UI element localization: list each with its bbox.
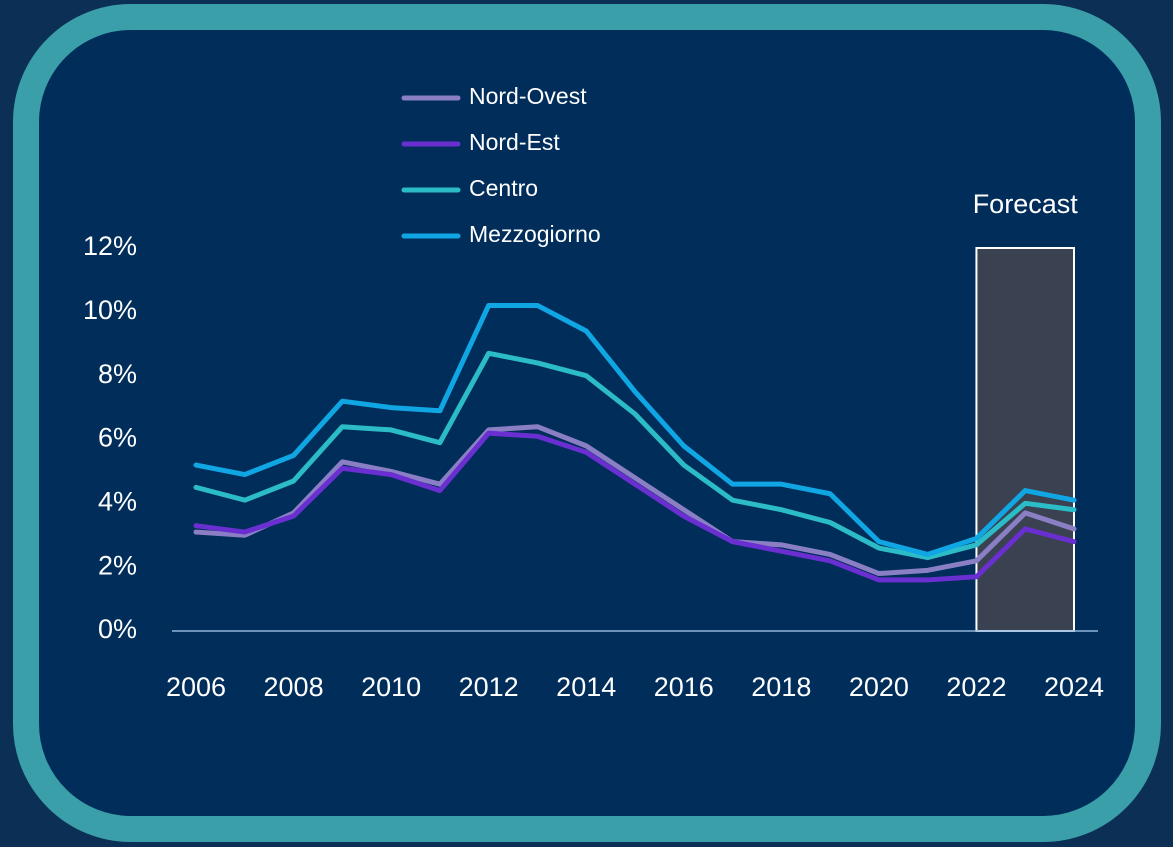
- x-tick-label: 2016: [654, 672, 714, 702]
- panel: [13, 4, 1161, 842]
- legend-label: Nord-Ovest: [469, 83, 587, 109]
- x-tick-label: 2010: [361, 672, 421, 702]
- x-tick-label: 2014: [556, 672, 616, 702]
- y-tick-label: 10%: [83, 295, 137, 325]
- series-line: [193, 430, 1077, 583]
- y-tick-label: 0%: [98, 614, 137, 644]
- y-tick-label: 12%: [83, 231, 137, 261]
- y-tick-label: 4%: [98, 486, 137, 516]
- forecast-label: Forecast: [973, 189, 1079, 219]
- legend-label: Mezzogiorno: [469, 221, 601, 247]
- legend-label: Centro: [469, 175, 538, 201]
- series-line: [193, 302, 1077, 557]
- legend-label: Nord-Est: [469, 129, 560, 155]
- forecast-region: [975, 247, 1076, 632]
- x-tick-label: 2006: [166, 672, 226, 702]
- y-tick-label: 2%: [98, 550, 137, 580]
- series-line: [193, 350, 1077, 561]
- x-tick-label: 2012: [459, 672, 519, 702]
- series-line: [193, 424, 1077, 577]
- x-tick-label: 2018: [751, 672, 811, 702]
- x-tick-label: 2022: [946, 672, 1006, 702]
- x-tick-label: 2024: [1044, 672, 1104, 702]
- y-tick-label: 8%: [98, 359, 137, 389]
- x-tick-label: 2008: [264, 672, 324, 702]
- y-tick-label: 6%: [98, 423, 137, 453]
- x-tick-label: 2020: [849, 672, 909, 702]
